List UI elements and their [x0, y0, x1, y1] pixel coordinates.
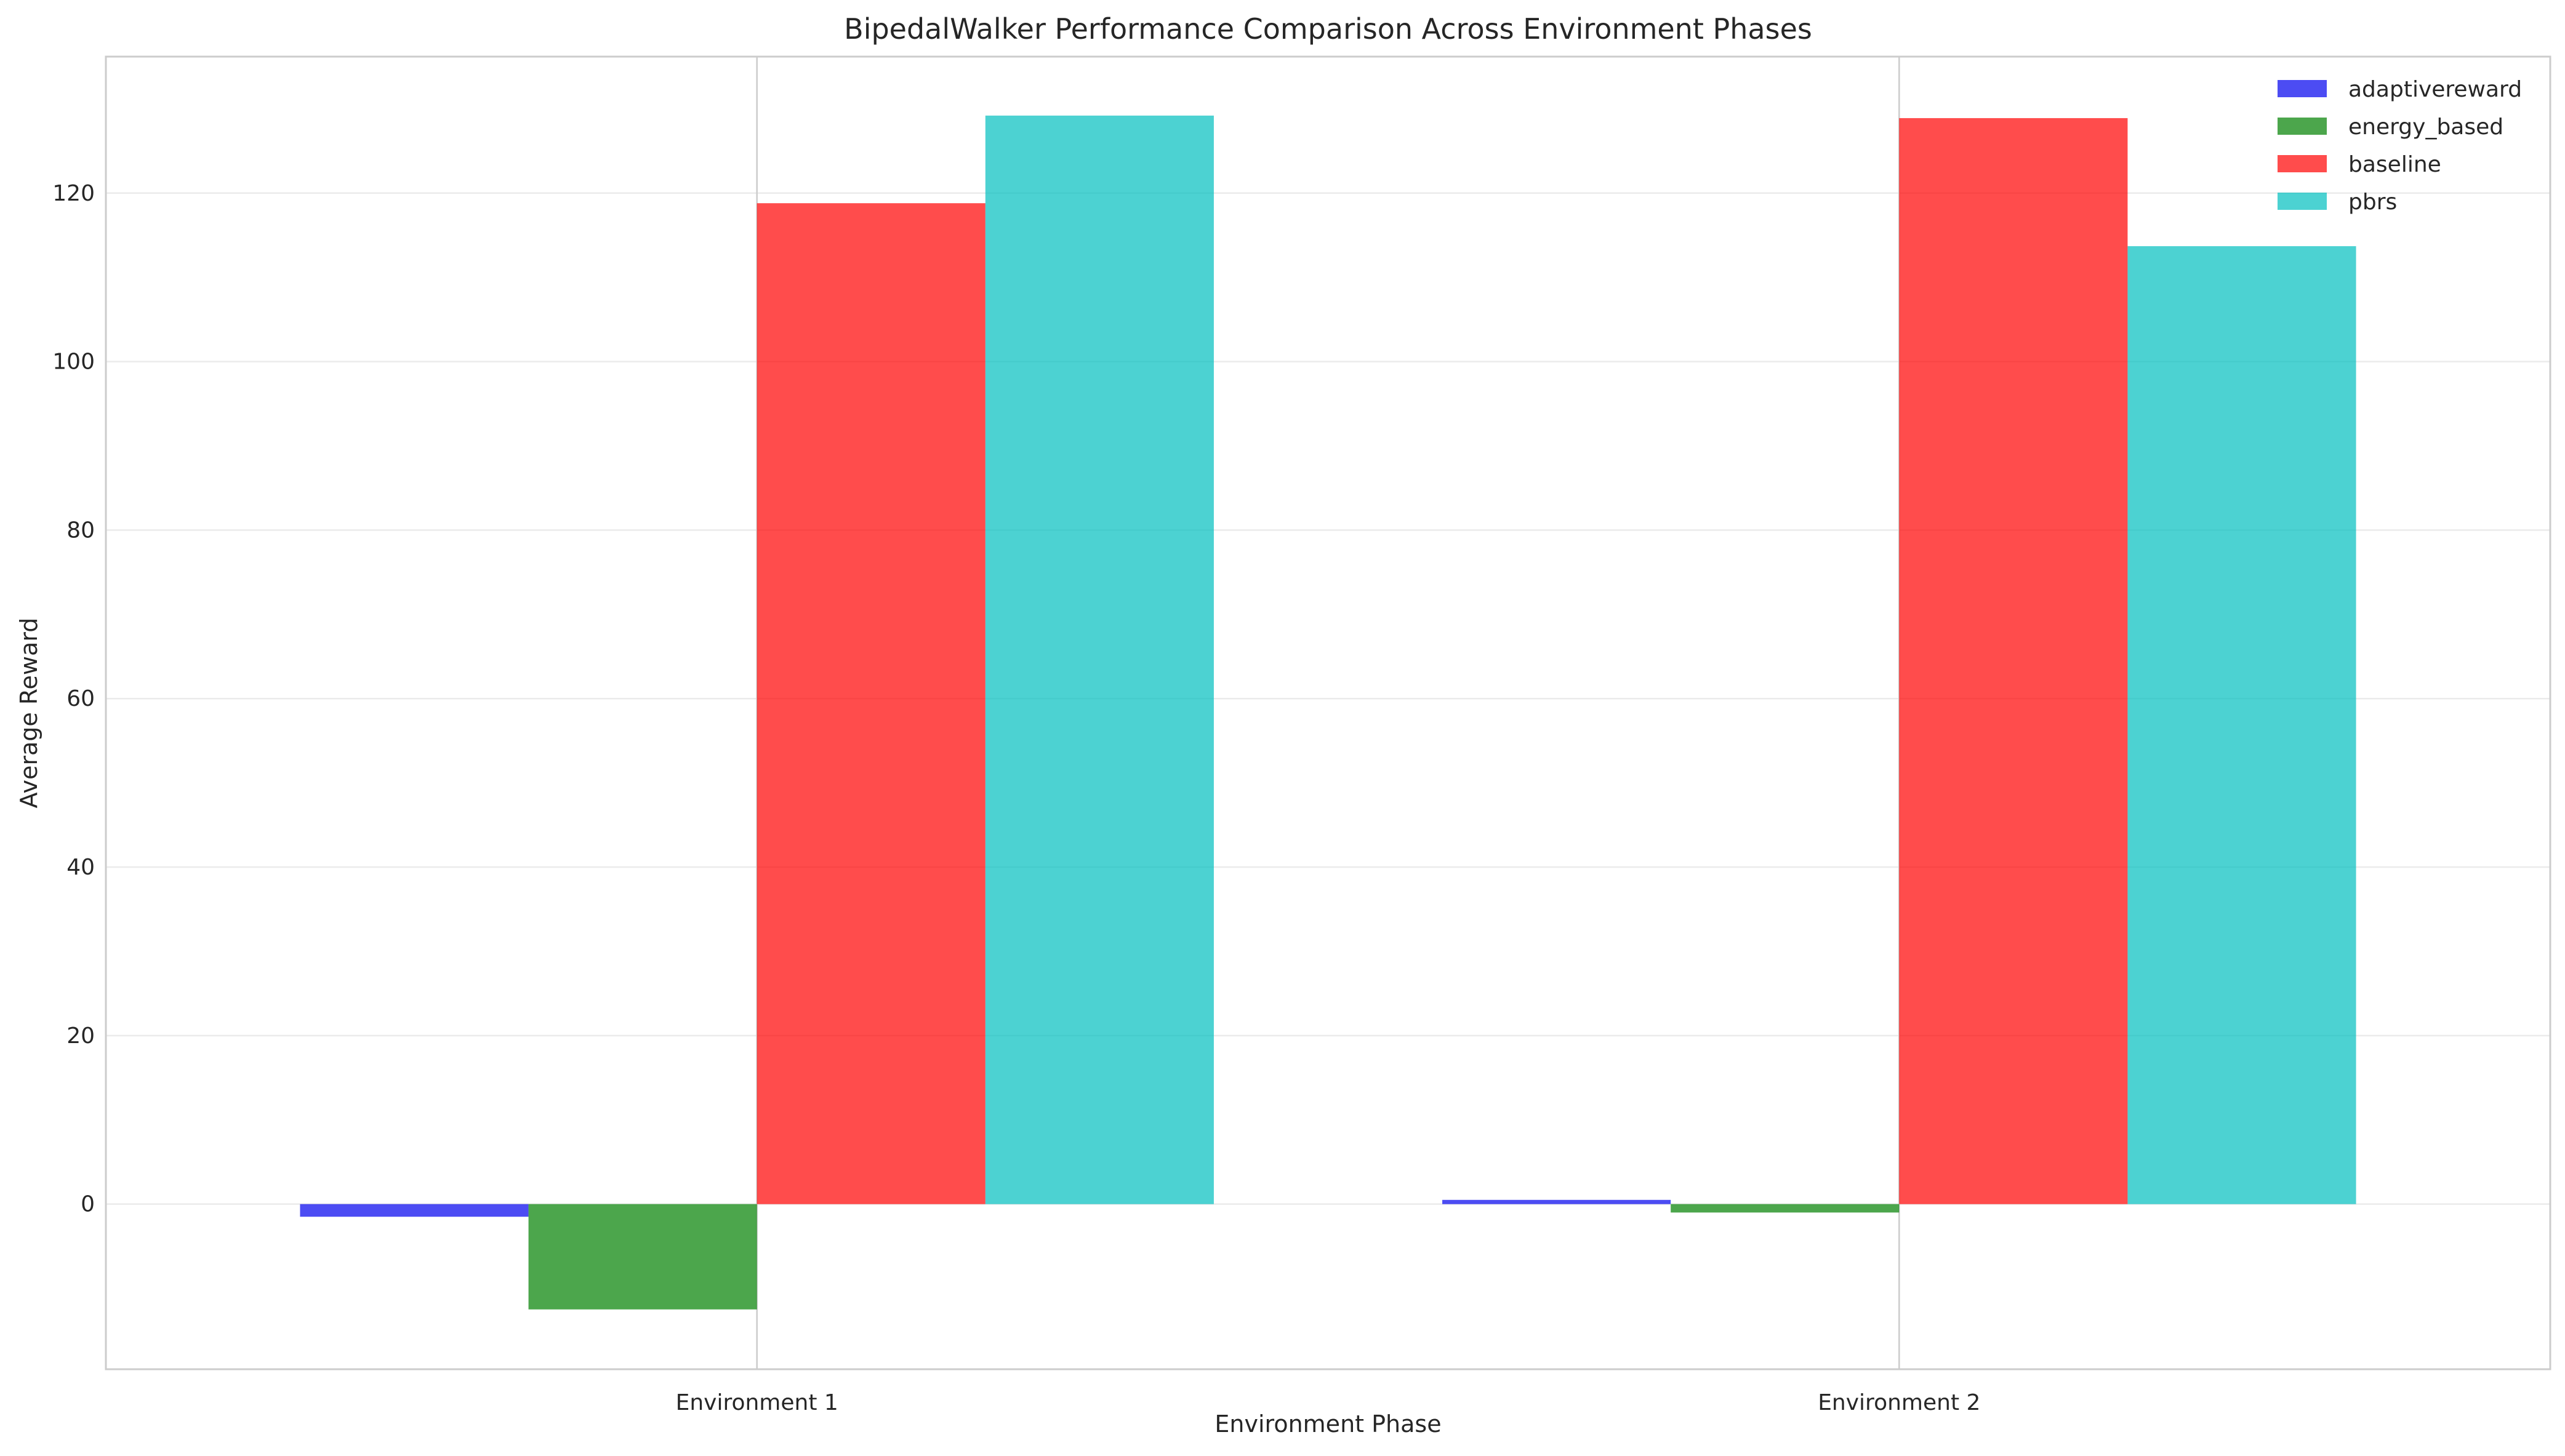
bar-pbrs [985, 115, 1214, 1204]
bar-baseline [1899, 118, 2128, 1204]
bar-energy_based [528, 1204, 757, 1310]
y-tick-label: 80 [66, 518, 95, 543]
legend-swatch-pbrs [2278, 193, 2327, 210]
y-tick-label: 100 [52, 350, 95, 375]
y-tick-label: 0 [81, 1192, 95, 1217]
plot-frame [105, 55, 2551, 1370]
y-axis-label: Average Reward [15, 618, 42, 809]
legend-label-adaptivereward: adaptivereward [2348, 77, 2522, 102]
legend-label-baseline: baseline [2348, 152, 2441, 177]
x-tick-label: Environment 1 [676, 1390, 838, 1415]
legend-label-pbrs: pbrs [2348, 190, 2397, 215]
bar-layer [300, 115, 2356, 1310]
legend-label-energy_based: energy_based [2348, 114, 2503, 140]
y-tick-label: 20 [66, 1023, 95, 1049]
x-tick-label: Environment 2 [1818, 1390, 1980, 1415]
legend-swatch-adaptivereward [2278, 80, 2327, 97]
x-axis-label: Environment Phase [1214, 1410, 1441, 1438]
bar-adaptivereward [300, 1204, 529, 1217]
bar-energy_based [1671, 1204, 1900, 1213]
y-tick-label: 40 [66, 855, 95, 880]
y-tick-label: 120 [52, 181, 95, 206]
legend: adaptivereward energy_based baseline pbrs [2278, 77, 2522, 215]
chart-title: BipedalWalker Performance Comparison Acr… [844, 12, 1812, 46]
legend-swatch-energy_based [2278, 118, 2327, 135]
y-tick-label: 60 [66, 686, 95, 711]
bar-baseline [757, 203, 985, 1204]
bar-pbrs [2127, 246, 2356, 1204]
legend-swatch-baseline [2278, 155, 2327, 172]
bar-adaptivereward [1442, 1199, 1671, 1204]
tick-layer: 0 20 40 60 80 100 120 Environment 1 Environment … [52, 181, 1980, 1415]
